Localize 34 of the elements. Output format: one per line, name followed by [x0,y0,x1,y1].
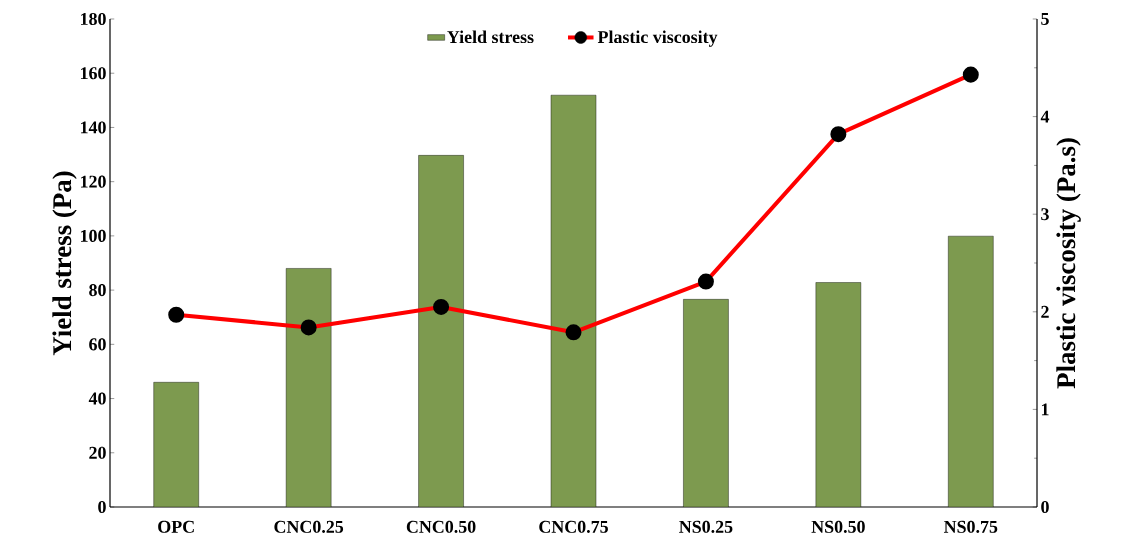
legend-label: Yield stress [447,30,534,44]
y-tick-label: 120 [81,175,106,188]
bar [418,155,464,507]
y-tick-label: 140 [81,121,106,134]
y-tick-label: 20 [89,446,106,459]
bar [815,282,862,507]
y2-tick-label: 2 [1041,305,1049,318]
y2-tick-label: 0 [1041,500,1049,514]
y-axis-title: Yield stress (Pa) [52,171,77,356]
y-tick-label: 0 [98,500,106,514]
y-tick-label: 80 [89,284,106,297]
y-tick-label: 180 [81,12,106,26]
x-tick-label: OPC [158,520,194,533]
y-tick-label: 160 [81,67,106,80]
bar [683,299,729,507]
y2-tick-label: 5 [1041,13,1049,25]
legend-label: Plastic viscosity [597,30,718,47]
y-tick-label: 60 [89,338,106,351]
x-tick-label: CNC0.50 [406,520,476,533]
bar [285,268,332,507]
x-tick-label: NS0.75 [943,520,998,533]
x-tick-label: NS0.25 [679,520,733,533]
y2-tick-label: 3 [1041,208,1049,221]
y-tick-label: 40 [88,392,106,405]
bar [153,382,199,507]
y-tick-label: 100 [81,229,106,242]
y2-axis-title: Plastic viscosity (Pa.s) [1056,138,1081,389]
bar [550,94,597,507]
y2-tick-label: 4 [1040,110,1050,123]
y2-tick-label: 1 [1041,403,1049,416]
x-tick-label: CNC0.25 [274,520,344,533]
x-tick-label: NS0.50 [811,520,865,533]
bar [948,235,994,507]
x-tick-label: CNC0.75 [539,520,608,533]
